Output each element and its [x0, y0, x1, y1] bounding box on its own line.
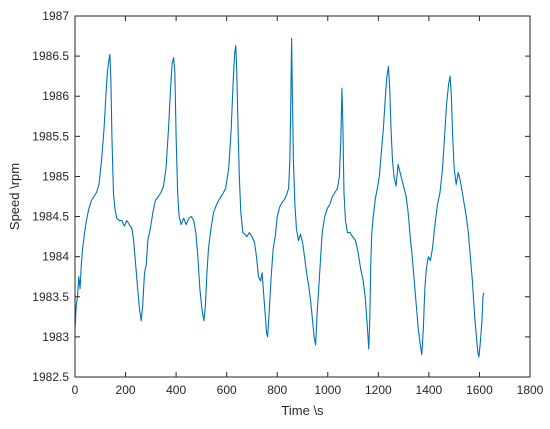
y-axis-label: Speed \rpm	[7, 163, 22, 230]
x-axis-label: Time \s	[281, 403, 324, 418]
x-axis-ticks: 0 200 400 600 800 1000 1200 1400 1600 1800	[72, 16, 544, 397]
y-tick-label: 1982.5	[32, 370, 69, 384]
series-line-0	[74, 37, 485, 358]
x-tick-label: 200	[116, 383, 136, 397]
x-tick-label: 600	[217, 383, 237, 397]
y-tick-label: 1987	[42, 9, 69, 23]
y-tick-label: 1986	[42, 89, 69, 103]
plot-line-layer	[74, 37, 485, 358]
y-tick-label: 1985	[42, 169, 69, 183]
x-tick-label: 0	[72, 383, 79, 397]
y-tick-label: 1983.5	[32, 290, 69, 304]
y-tick-label: 1983	[42, 330, 69, 344]
y-tick-label: 1984	[42, 250, 69, 264]
y-tick-label: 1984.5	[32, 210, 69, 224]
x-tick-label: 1200	[365, 383, 392, 397]
x-tick-label: 1400	[416, 383, 443, 397]
x-tick-label: 1000	[314, 383, 341, 397]
y-axis-ticks: 1982.5 1983 1983.5 1984 1984.5 1985 1985.5 1986…	[32, 9, 530, 384]
axes-box	[74, 15, 531, 378]
x-tick-label: 400	[166, 383, 186, 397]
x-tick-label: 1800	[517, 383, 544, 397]
x-tick-label: 1600	[466, 383, 493, 397]
x-tick-label: 800	[267, 383, 287, 397]
y-tick-label: 1986.5	[32, 49, 69, 63]
y-tick-label: 1985.5	[32, 129, 69, 143]
